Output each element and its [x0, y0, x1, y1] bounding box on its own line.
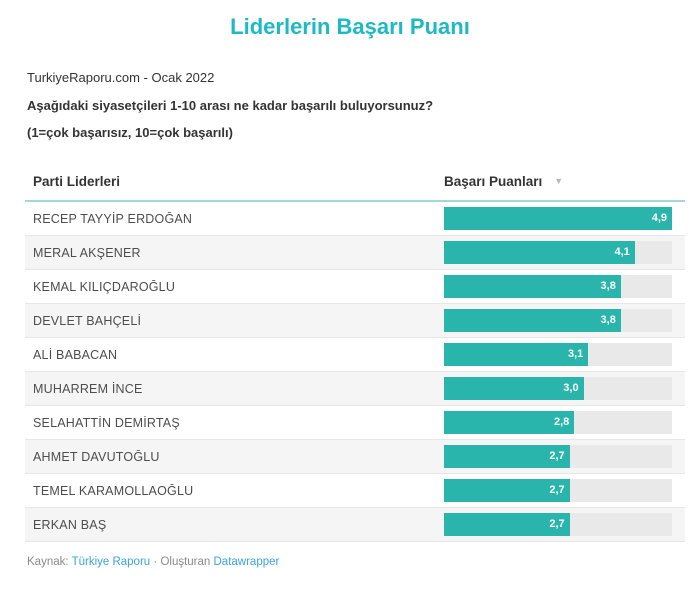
leader-name: KEMAL KILIÇDAROĞLU [33, 279, 176, 294]
creator-label: Oluşturan [160, 556, 211, 569]
score-value: 4,9 [651, 212, 667, 225]
score-bar-track: 4,1 [444, 241, 672, 265]
leader-name: DEVLET BAHÇELİ [33, 313, 142, 328]
leader-name: RECEP TAYYİP ERDOĞAN [33, 211, 193, 226]
score-value: 3,8 [600, 314, 616, 327]
score-value: 2,7 [549, 450, 565, 463]
score-bar: 3,8 [444, 275, 621, 299]
score-bar: 4,1 [444, 241, 635, 265]
leader-name: AHMET DAVUTOĞLU [33, 449, 160, 464]
table-row: KEMAL KILIÇDAROĞLU 3,8 [25, 270, 685, 305]
score-bar: 2,7 [444, 513, 570, 537]
page-title: Liderlerin Başarı Puanı [230, 14, 470, 39]
score-bar-track: 3,8 [444, 275, 672, 299]
score-bar-track: 2,7 [444, 513, 672, 537]
score-bar-cell: 2,7 [444, 513, 685, 537]
score-bar-track: 3,0 [444, 377, 672, 401]
chart-page: Liderlerin Başarı Puanı TurkiyeRaporu.co… [0, 14, 700, 599]
source-link[interactable]: Türkiye Raporu [71, 556, 151, 569]
score-value: 3,8 [600, 280, 616, 293]
source-label: Kaynak: [27, 556, 69, 569]
score-value: 2,7 [549, 518, 565, 531]
chart-subtitle: TurkiyeRaporu.com - Ocak 2022 [27, 70, 215, 86]
table-header-row: Parti Liderleri Başarı Puanları ▼ [25, 168, 685, 203]
score-value: 4,1 [614, 246, 630, 259]
score-bar-cell: 4,9 [444, 207, 685, 231]
leader-name: MUHARREM İNCE [33, 381, 143, 396]
score-value: 2,7 [549, 484, 565, 497]
chart-description-question: Aşağıdaki siyasetçileri 1-10 arası ne ka… [27, 97, 434, 113]
leaders-table: Parti Liderleri Başarı Puanları ▼ RECEP … [25, 168, 685, 543]
sort-descending-icon: ▼ [554, 175, 564, 186]
column-header-scores-label: Başarı Puanları [444, 173, 543, 189]
table-row: TEMEL KARAMOLLAOĞLU 2,7 [25, 474, 685, 509]
table-row: DEVLET BAHÇELİ 3,8 [25, 304, 685, 339]
table-row: MUHARREM İNCE 3,0 [25, 372, 685, 407]
chart-meta: TurkiyeRaporu.com - Ocak 2022 Aşağıdaki … [27, 70, 700, 141]
score-bar-track: 2,8 [444, 411, 672, 435]
column-header-scores-sort[interactable]: Başarı Puanları ▼ [444, 174, 685, 189]
score-bar-track: 3,8 [444, 309, 672, 333]
footer-separator: · [153, 556, 158, 569]
score-bar-cell: 2,8 [444, 411, 685, 435]
table-row: ERKAN BAŞ 2,7 [25, 508, 685, 543]
leader-name: TEMEL KARAMOLLAOĞLU [33, 483, 194, 498]
score-bar: 2,7 [444, 479, 570, 503]
score-bar-track: 3,1 [444, 343, 672, 367]
table-body: RECEP TAYYİP ERDOĞAN 4,9 MERAL AKŞENER 4,1 K… [25, 202, 685, 543]
creator-link[interactable]: Datawrapper [213, 556, 280, 569]
chart-footer: Kaynak: Türkiye Raporu · Oluşturan Dataw… [27, 556, 700, 568]
leader-name: ERKAN BAŞ [33, 517, 107, 532]
score-bar-track: 2,7 [444, 445, 672, 469]
score-bar-track: 4,9 [444, 207, 672, 231]
score-bar-cell: 2,7 [444, 479, 685, 503]
score-bar-cell: 3,1 [444, 343, 685, 367]
score-bar-cell: 2,7 [444, 445, 685, 469]
table-row: ALİ BABACAN 3,1 [25, 338, 685, 373]
score-value: 3,1 [567, 348, 584, 361]
score-value: 2,8 [553, 416, 570, 429]
leader-name: MERAL AKŞENER [33, 245, 141, 260]
column-header-leaders: Parti Liderleri [33, 173, 121, 189]
score-value: 3,0 [563, 382, 579, 395]
leader-name: ALİ BABACAN [33, 347, 118, 362]
score-bar-cell: 3,8 [444, 275, 685, 299]
chart-description-scale: (1=çok başarısız, 10=çok başarılı) [27, 124, 233, 140]
score-bar: 2,7 [444, 445, 570, 469]
score-bar: 3,8 [444, 309, 621, 333]
score-bar: 2,8 [444, 411, 575, 435]
table-row: RECEP TAYYİP ERDOĞAN 4,9 [25, 202, 685, 237]
table-row: AHMET DAVUTOĞLU 2,7 [25, 440, 685, 475]
score-bar: 3,1 [444, 343, 589, 367]
score-bar-cell: 3,0 [444, 377, 685, 401]
score-bar-track: 2,7 [444, 479, 672, 503]
score-bar-cell: 3,8 [444, 309, 685, 333]
table-row: MERAL AKŞENER 4,1 [25, 236, 685, 271]
score-bar: 3,0 [444, 377, 584, 401]
leader-name: SELAHATTİN DEMİRTAŞ [33, 415, 180, 430]
score-bar: 4,9 [444, 207, 672, 231]
table-row: SELAHATTİN DEMİRTAŞ 2,8 [25, 406, 685, 441]
score-bar-cell: 4,1 [444, 241, 685, 265]
